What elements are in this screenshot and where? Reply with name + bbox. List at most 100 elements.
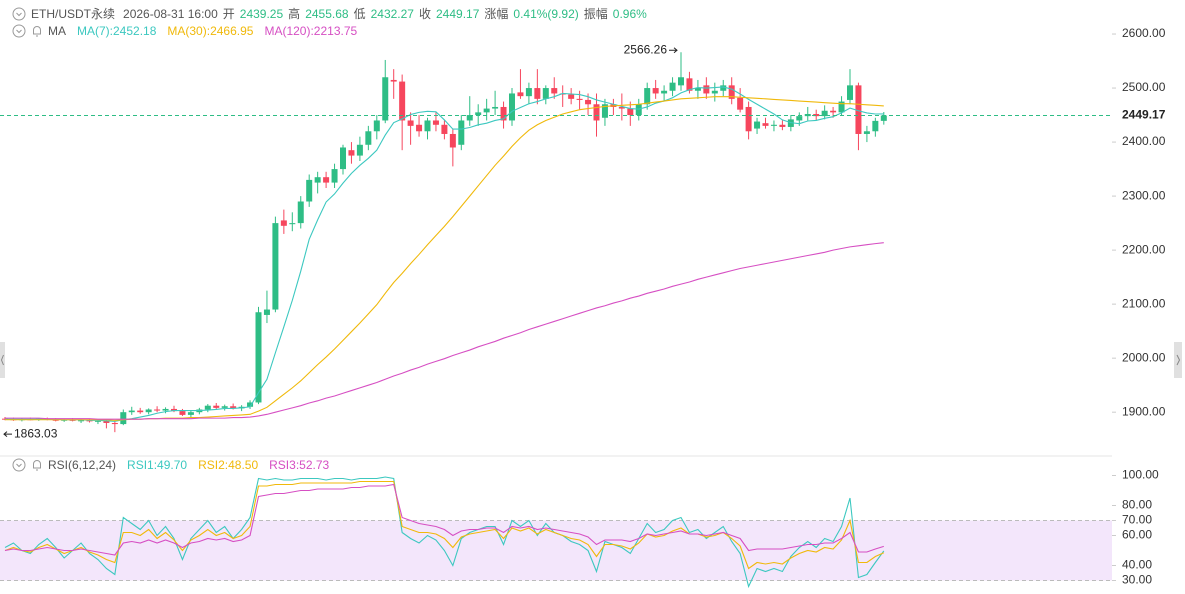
candle-body [661, 90, 668, 94]
candle-body [703, 85, 710, 94]
scroll-handle-right[interactable] [1174, 342, 1182, 378]
rsi-band [0, 520, 1112, 581]
candle-body [365, 131, 372, 145]
y-tick-label: 80.00 [1122, 498, 1152, 512]
candle-body [255, 312, 262, 403]
candle-body [542, 88, 549, 99]
candle-body [720, 85, 727, 91]
scroll-handle-left[interactable] [0, 342, 5, 378]
handle-arrow [1176, 354, 1181, 366]
candle-body [432, 120, 439, 125]
candle-body [314, 177, 321, 183]
candle-body [796, 116, 803, 121]
candle-body [517, 92, 524, 97]
candle-body [568, 94, 575, 99]
candle-body [263, 309, 270, 315]
ma-legend: MA MA(7):2452.18 MA(30):2466.95 MA(120):22… [12, 24, 363, 38]
annotation-arrow [3, 431, 12, 438]
candle-body [373, 120, 380, 132]
candle-body [399, 81, 406, 121]
candle-body [593, 104, 600, 121]
candle-body [500, 106, 507, 121]
indicator-name: RSI(6,12,24) [48, 458, 117, 472]
annotation-arrow [669, 47, 678, 54]
candle-body [272, 223, 279, 310]
candle-body [280, 220, 287, 226]
candle-body [331, 169, 338, 183]
ma-line [5, 242, 884, 420]
candle-body [872, 120, 879, 132]
candle-body [145, 409, 152, 413]
legend-entry: RSI3:52.73 [269, 458, 330, 472]
ma-line [4, 483, 884, 556]
candle-body [754, 121, 761, 129]
candle-body [458, 120, 465, 145]
candle-body [103, 420, 110, 423]
y-tick-label: 1900.00 [1122, 404, 1166, 418]
candle-body [128, 410, 135, 413]
candle-body [737, 97, 744, 110]
low-value: 2432.27 [370, 6, 414, 21]
low-annotation: 1863.03 [14, 426, 58, 440]
candle-body [340, 147, 346, 170]
collapse-icon[interactable] [12, 7, 26, 21]
y-tick-label: 2100.00 [1122, 296, 1166, 310]
candle-body [678, 77, 684, 86]
y-tick-label: 2600.00 [1122, 26, 1166, 40]
candle-body [770, 124, 777, 126]
close-value: 2449.17 [436, 6, 480, 21]
candle-body [863, 131, 870, 134]
candle-body [475, 112, 482, 116]
candle-body [821, 110, 828, 117]
candle-body [551, 88, 558, 94]
candle-body [94, 420, 101, 422]
candle-body [162, 408, 169, 411]
symbol: ETH/USDT永续 [31, 7, 116, 21]
candle-body [137, 410, 144, 413]
alert-icon[interactable] [31, 458, 43, 472]
candle-body [221, 406, 228, 408]
main-panel: 1900.00 2000.00 2100.00 2200.00 2300.00 2400.… [0, 26, 1166, 440]
rsi-legend: RSI(6,12,24) RSI1:49.70 RSI2:48.50 RSI3:52… [12, 458, 335, 472]
y-tick-label: 100.00 [1122, 468, 1159, 482]
candle-body [652, 88, 659, 94]
candle-body [745, 106, 752, 132]
candle-body [78, 420, 85, 422]
collapse-icon[interactable] [12, 458, 26, 472]
candle-body [855, 85, 862, 134]
change-label: 涨幅 [484, 7, 509, 21]
candle-body [390, 79, 397, 82]
candle-body [686, 78, 693, 91]
y-tick-label: 2300.00 [1122, 188, 1166, 202]
indicator-name: MA [48, 24, 66, 38]
y-tick-label: 2400.00 [1122, 134, 1166, 148]
candle-body [762, 123, 769, 126]
legend-entry: MA(7):2452.18 [77, 24, 157, 38]
candle-body [525, 88, 532, 97]
candle-body [230, 406, 237, 409]
candle-body [483, 108, 490, 113]
candle-body [779, 124, 786, 127]
candle-body [382, 77, 389, 121]
ma-line [5, 96, 884, 421]
candle-body [466, 115, 473, 121]
change-value: 0.41%(9.92) [513, 6, 579, 21]
legend-entry: MA(120):2213.75 [264, 24, 358, 38]
y-tick-label: 2500.00 [1122, 80, 1166, 94]
y-tick-label: 2000.00 [1122, 350, 1166, 364]
ma-line [4, 476, 885, 589]
candle-body [407, 120, 414, 126]
candle-body [441, 124, 448, 134]
candle-body [154, 409, 161, 411]
legend-entry: MA(30):2466.95 [167, 24, 254, 38]
last-price-label: 2449.17 [1122, 108, 1166, 122]
low-label: 低 [353, 7, 366, 21]
collapse-icon[interactable] [12, 24, 26, 38]
alert-icon[interactable] [31, 24, 43, 38]
candle-body [213, 405, 220, 408]
amplitude-label: 振幅 [583, 7, 608, 21]
legend-entry: RSI1:49.70 [127, 458, 188, 472]
candle-body [509, 93, 515, 121]
